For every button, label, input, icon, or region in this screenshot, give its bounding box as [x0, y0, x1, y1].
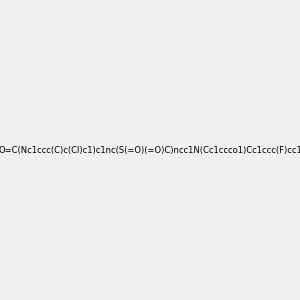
- Text: O=C(Nc1ccc(C)c(Cl)c1)c1nc(S(=O)(=O)C)ncc1N(Cc1ccco1)Cc1ccc(F)cc1: O=C(Nc1ccc(C)c(Cl)c1)c1nc(S(=O)(=O)C)ncc…: [0, 146, 300, 154]
